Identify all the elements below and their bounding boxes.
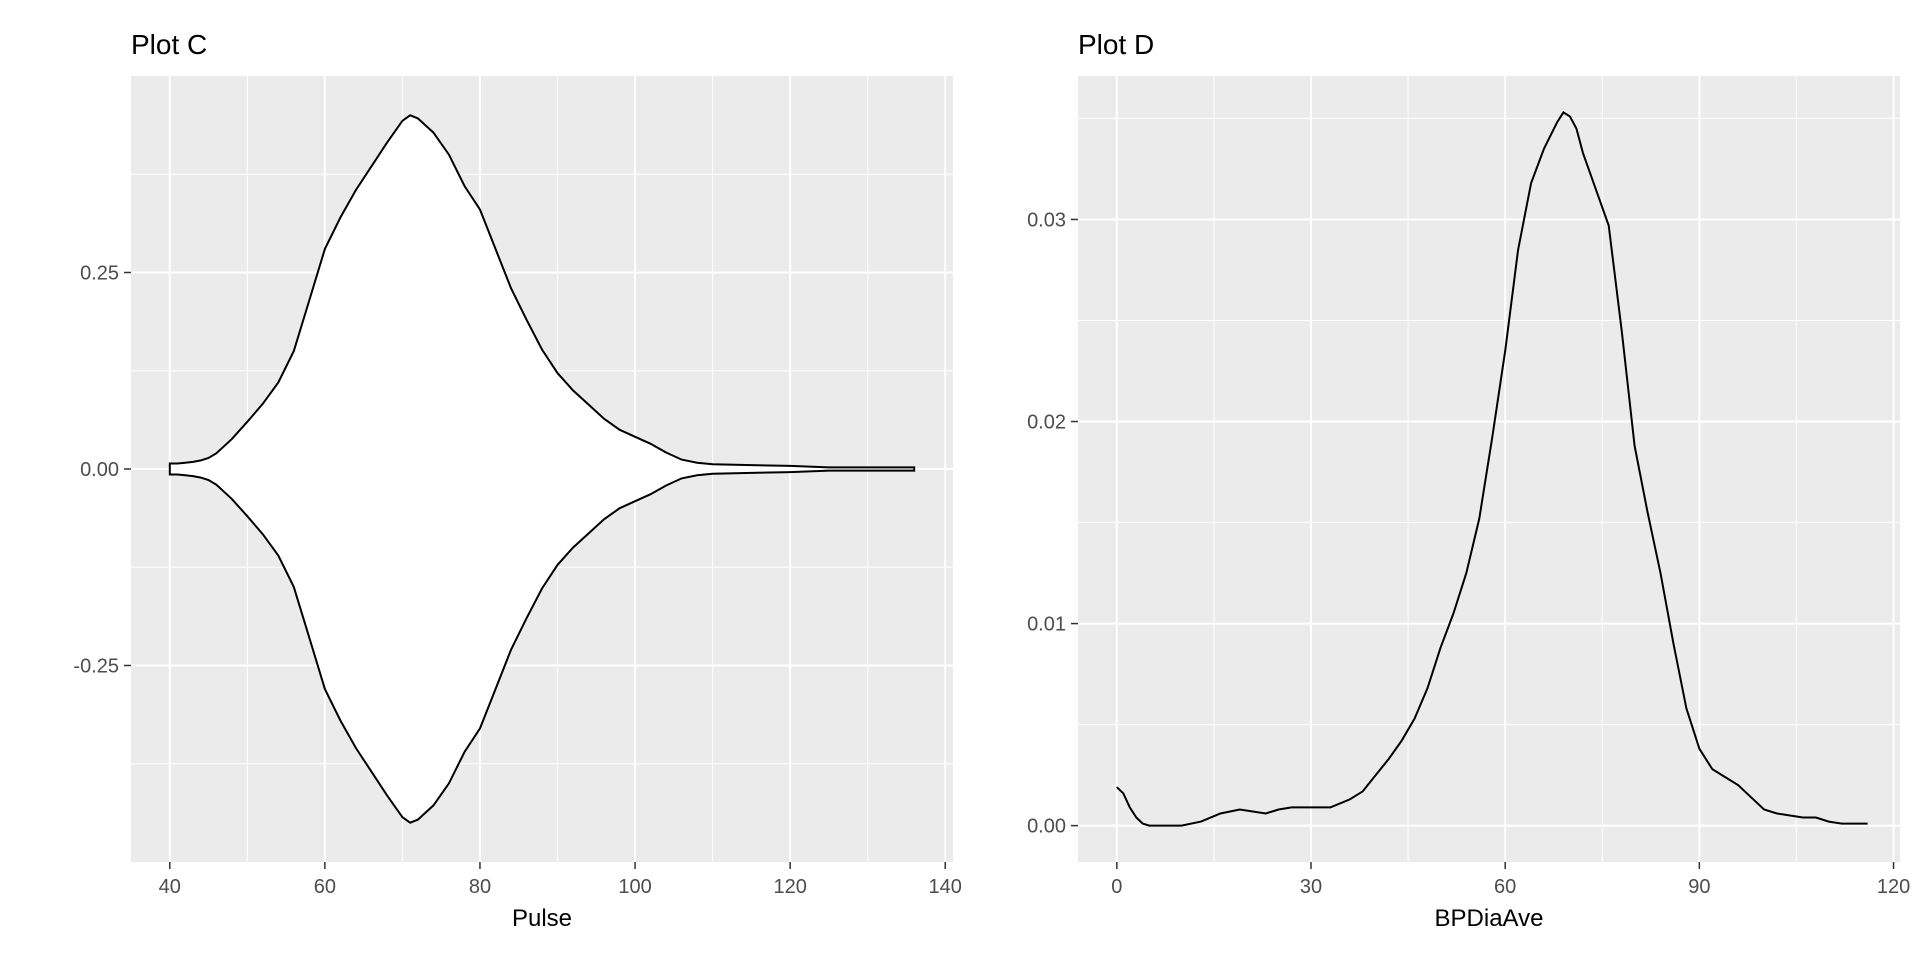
plot-c-title: Plot C: [131, 29, 207, 60]
d-x-tick-label: 120: [1877, 876, 1910, 898]
d-density-line: [1116, 111, 1868, 827]
plot-d-x-axis: 0 30 60 90 120: [1111, 862, 1910, 898]
plot-d-x-axis-label: BPDiaAve: [1435, 905, 1544, 932]
d-y-tick-label: 0.02: [1027, 412, 1066, 434]
c-x-tick-label: 140: [929, 876, 962, 898]
c-y-tick-label: 0.00: [80, 459, 119, 481]
plot-d-panel: [1078, 76, 1900, 862]
plot-c: Plot C 40 60 80 100 120 140 -0.25 0.00 0.25 Pul…: [73, 29, 962, 932]
c-x-tick-label: 120: [773, 876, 806, 898]
c-x-tick-label: 80: [469, 876, 491, 898]
plot-d-grid: [1078, 76, 1900, 862]
plot-d: Plot D 0 30 60 90 120 0.00 0.01 0.02 0.03 BPDia…: [1027, 29, 1910, 932]
d-x-tick-label: 0: [1111, 876, 1122, 898]
c-x-tick-label: 60: [314, 876, 336, 898]
plot-d-title: Plot D: [1078, 29, 1154, 60]
plot-c-x-axis-label: Pulse: [512, 905, 572, 932]
plot-d-marks: [1116, 111, 1868, 827]
d-y-tick-label: 0.03: [1027, 209, 1066, 231]
d-x-tick-label: 90: [1688, 876, 1710, 898]
c-y-tick-label: -0.25: [73, 656, 119, 678]
c-violin-shape: [168, 114, 916, 824]
plot-c-x-axis: 40 60 80 100 120 140: [159, 862, 962, 898]
d-y-tick-label: 0.01: [1027, 614, 1066, 636]
c-y-tick-label: 0.25: [80, 263, 119, 285]
c-x-tick-label: 100: [618, 876, 651, 898]
c-x-tick-label: 40: [159, 876, 181, 898]
d-y-tick-label: 0.00: [1027, 816, 1066, 838]
plot-d-y-axis: 0.00 0.01 0.02 0.03: [1027, 209, 1078, 838]
d-x-tick-label: 60: [1494, 876, 1516, 898]
d-x-tick-label: 30: [1300, 876, 1322, 898]
plot-c-marks: [168, 114, 916, 824]
plot-c-y-axis: -0.25 0.00 0.25: [73, 263, 131, 678]
